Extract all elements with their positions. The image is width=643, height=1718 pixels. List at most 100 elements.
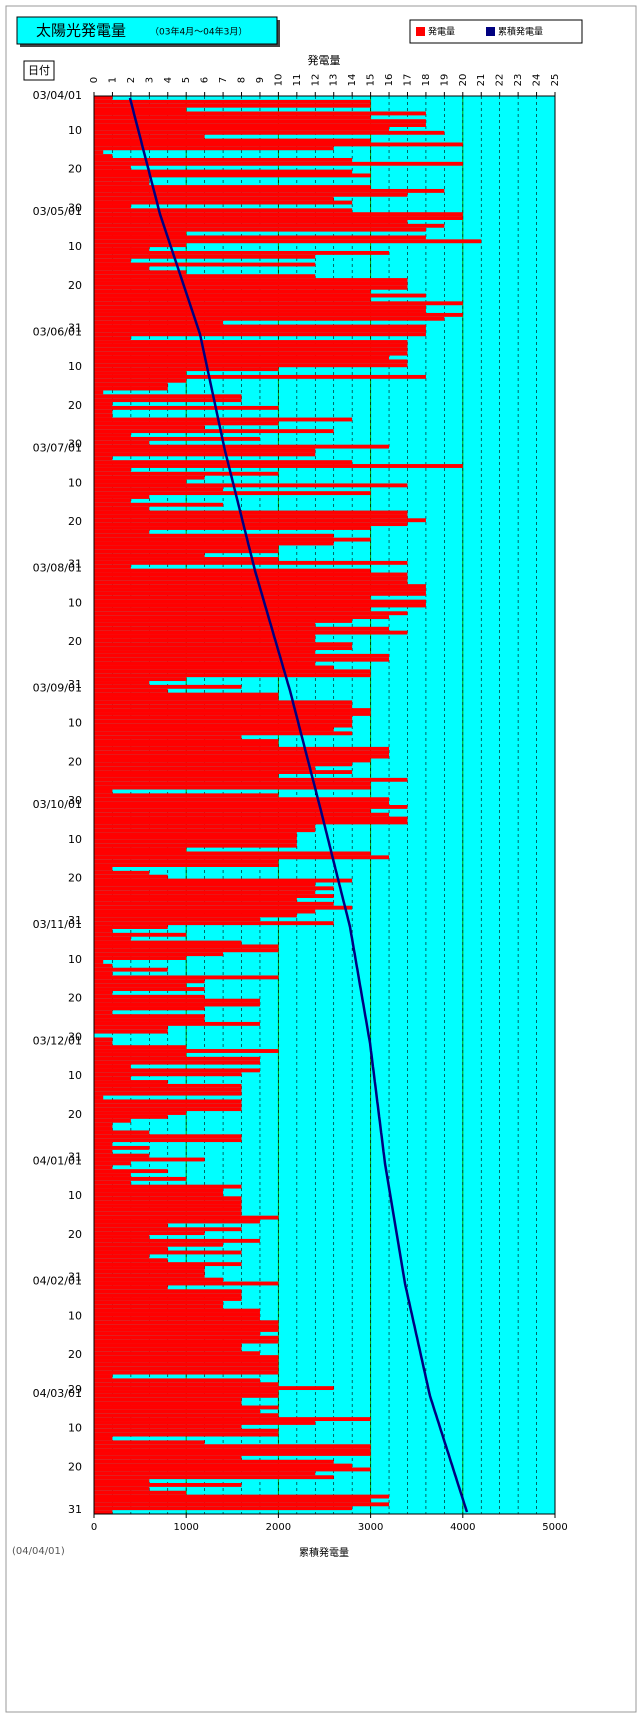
x-tick-label: 15 — [366, 74, 377, 87]
x2-tick-label: 5000 — [542, 1522, 567, 1533]
bar — [94, 839, 297, 844]
y-tick-label: 20 — [68, 1348, 82, 1361]
bar — [94, 739, 279, 744]
y-tick-label: 03/06/01 — [33, 325, 82, 338]
y-tick-label: 20 — [68, 872, 82, 885]
bar — [94, 549, 279, 554]
y-tick-label: 31 — [68, 914, 82, 927]
bar — [94, 123, 426, 127]
bar — [94, 735, 242, 740]
x-tick-label: 6 — [200, 77, 211, 83]
bar — [94, 591, 426, 596]
bar — [94, 467, 131, 472]
bar — [94, 750, 390, 755]
y-tick-label: 30 — [68, 438, 82, 451]
bar — [94, 692, 279, 697]
bar — [94, 882, 316, 887]
bar — [94, 557, 279, 561]
bar — [94, 828, 316, 833]
bar — [94, 185, 371, 189]
bar — [94, 1111, 187, 1115]
bar — [94, 959, 104, 964]
bar — [94, 196, 334, 201]
bar — [94, 1347, 242, 1352]
y-tick-label: 03/10/01 — [33, 798, 82, 811]
bar — [94, 1444, 371, 1449]
bar — [94, 770, 353, 775]
bar — [94, 1099, 242, 1104]
bar — [94, 227, 426, 232]
bar — [94, 781, 371, 786]
bar — [94, 878, 353, 883]
bar — [94, 1494, 390, 1499]
bar — [94, 107, 187, 112]
bar — [94, 1138, 242, 1143]
bar — [94, 630, 408, 635]
bar — [94, 1041, 113, 1046]
bar — [94, 316, 445, 321]
bar — [94, 1452, 371, 1456]
bar — [94, 1173, 131, 1177]
bar — [94, 324, 426, 329]
y-tick-label: 03/04/01 — [33, 89, 82, 102]
bar — [94, 1289, 242, 1294]
bar — [94, 405, 279, 410]
bar — [94, 1285, 168, 1290]
bar — [94, 708, 371, 713]
bar — [94, 1471, 316, 1476]
x-tick-label: 23 — [513, 74, 524, 87]
bar — [94, 646, 353, 651]
bar — [94, 638, 316, 643]
bar — [94, 1498, 371, 1503]
bar — [94, 696, 279, 701]
bar — [94, 998, 260, 1003]
bar — [94, 626, 390, 631]
x-tick-label: 24 — [532, 74, 543, 87]
y-tick-label: 31 — [68, 1503, 82, 1516]
bar — [94, 967, 168, 972]
bar — [94, 650, 316, 654]
bar — [94, 359, 408, 364]
bar — [94, 363, 408, 368]
bar — [94, 731, 353, 736]
y-tick-label: 20 — [68, 279, 82, 292]
bar — [94, 611, 408, 616]
bar — [94, 1045, 187, 1050]
bar — [94, 177, 150, 182]
bar — [94, 332, 426, 337]
bar — [94, 1463, 353, 1468]
bar — [94, 793, 279, 798]
x-tick-label: 9 — [255, 77, 266, 83]
bar — [94, 1479, 150, 1484]
bar — [94, 684, 242, 689]
bar — [94, 351, 408, 356]
bar — [94, 390, 104, 395]
y-tick-label: 10 — [68, 596, 82, 609]
bar — [94, 851, 371, 856]
bar — [94, 553, 205, 558]
bar — [94, 1486, 150, 1491]
x2-tick-label: 3000 — [358, 1522, 383, 1533]
bar — [94, 901, 334, 906]
bar — [94, 173, 371, 178]
legend-box — [409, 19, 583, 44]
bar — [94, 1052, 187, 1057]
bar — [94, 568, 371, 573]
y-tick-label: 20 — [68, 635, 82, 648]
bar — [94, 835, 297, 840]
y-tick-label: 10 — [68, 1189, 82, 1202]
x-tick-label: 11 — [292, 74, 303, 87]
bar — [94, 103, 371, 108]
x-tick-label: 20 — [458, 74, 469, 87]
bar — [94, 239, 482, 244]
bar — [94, 219, 408, 224]
bar — [94, 576, 408, 581]
bar — [94, 890, 316, 895]
x-tick-label: 19 — [439, 74, 450, 87]
bar — [94, 1018, 205, 1022]
x-tick-label: 1 — [107, 77, 118, 83]
bar — [94, 223, 445, 228]
legend-swatch — [486, 27, 495, 36]
x-tick-label: 4 — [163, 77, 174, 83]
x-tick-label: 2 — [126, 77, 137, 83]
